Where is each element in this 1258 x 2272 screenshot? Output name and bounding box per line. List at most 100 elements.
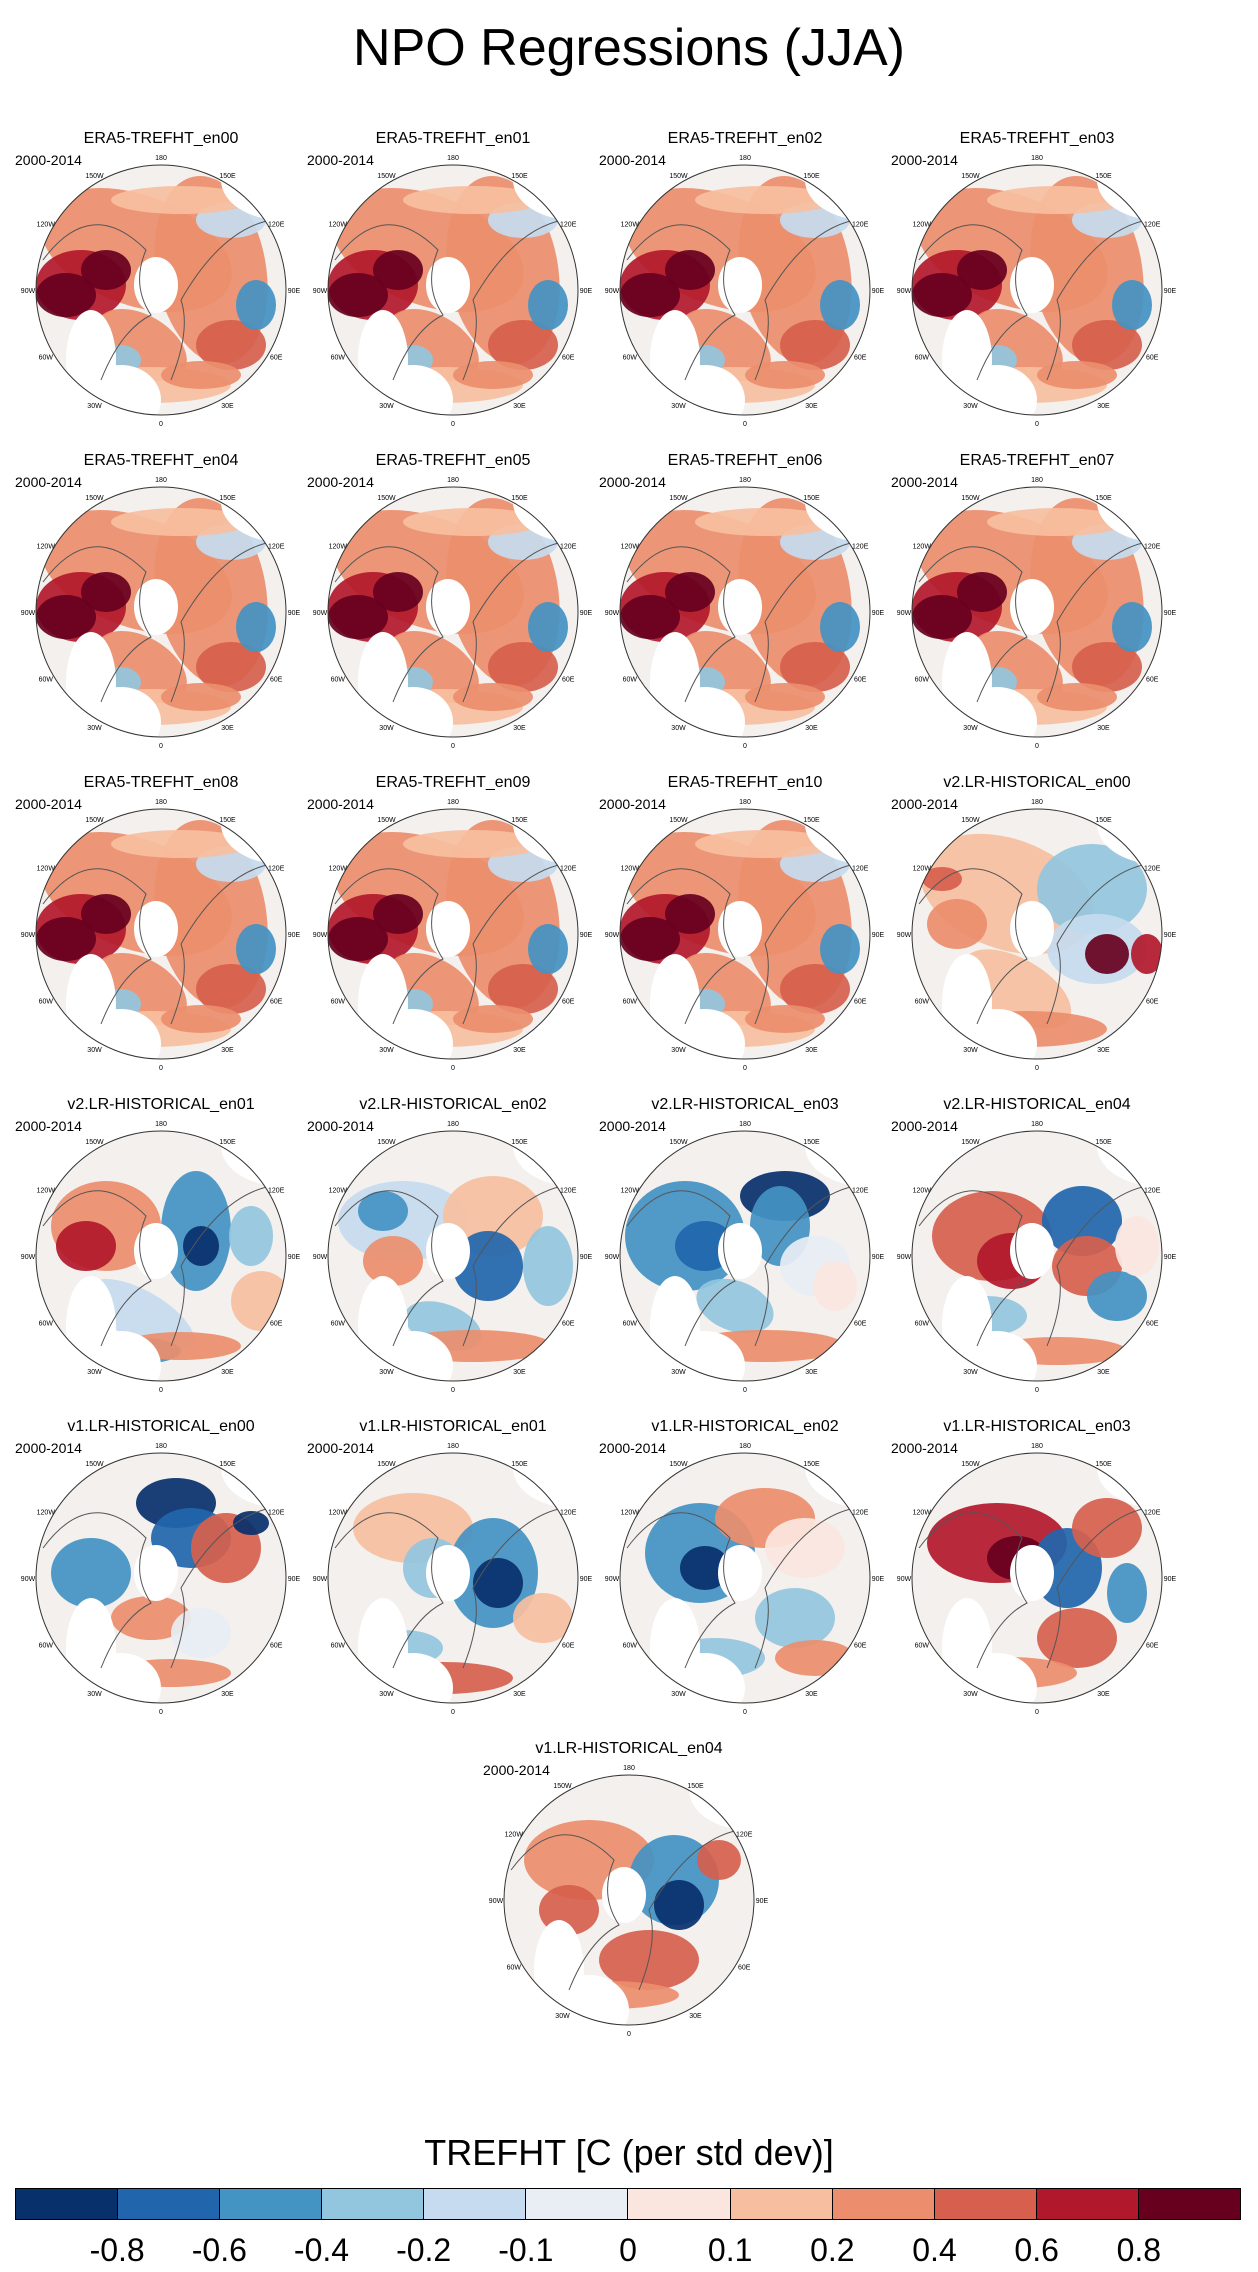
longitude-label: 90W — [605, 1576, 620, 1583]
longitude-label: 120E — [560, 866, 577, 873]
polar-map: 180 150E 120E 90E 60E 30E 0 30W 60W 90W 120W 150W — [21, 1121, 301, 1394]
anomaly-region — [780, 320, 850, 370]
polar-map: 180 150E 120E 90E 60E 30E 0 30W 60W 90W 120W 150W — [21, 155, 301, 428]
anomaly-region — [196, 320, 266, 370]
longitude-label: 60E — [562, 999, 575, 1006]
map-boundary — [35, 1130, 287, 1382]
colorbar-title: TREFHT [C (per std dev)] — [424, 2132, 834, 2173]
panel-period: 2000-2014 — [307, 152, 374, 168]
map-boundary — [327, 1130, 579, 1382]
ocean-area — [650, 1276, 700, 1376]
map-panel: ERA5-TREFHT_en10 180 150E 120E 90E 60E 30E 0 30W… — [599, 774, 891, 1074]
longitude-label: 120W — [621, 544, 640, 551]
longitude-label: 90E — [1164, 1254, 1177, 1261]
anomaly-region — [780, 642, 850, 692]
longitude-label: 0 — [451, 743, 455, 750]
longitude-label: 150W — [377, 173, 396, 180]
ocean-area — [426, 1545, 470, 1601]
map-panel: ERA5-TREFHT_en08 180 150E 120E 90E 60E 30E 0 30W… — [15, 774, 307, 1074]
longitude-label: 150W — [961, 1461, 980, 1468]
longitude-label: 0 — [451, 1387, 455, 1394]
polar-map: 180 150E 120E 90E 60E 30E 0 30W 60W 90W 120W 150W — [605, 155, 885, 428]
longitude-label: 150E — [511, 173, 528, 180]
longitude-label: 0 — [1035, 421, 1039, 428]
panel-title: ERA5-TREFHT_en05 — [375, 452, 531, 469]
longitude-label: 150E — [219, 173, 236, 180]
ocean-area — [134, 257, 178, 313]
anomaly-region — [403, 508, 543, 536]
ocean-area — [718, 1545, 762, 1601]
longitude-label: 0 — [743, 1387, 747, 1394]
longitude-label: 0 — [159, 1387, 163, 1394]
longitude-label: 90W — [21, 288, 36, 295]
ocean-area — [718, 257, 762, 313]
anomaly-region — [1072, 1498, 1142, 1558]
longitude-label: 120E — [1144, 544, 1161, 551]
anomaly-region — [696, 1278, 774, 1334]
map-panel: v2.LR-HISTORICAL_en03 180 150E 120E 90E 60E 30… — [599, 1096, 891, 1396]
longitude-label: 150W — [377, 495, 396, 502]
longitude-label: 120W — [329, 866, 348, 873]
anomaly-region — [665, 250, 715, 290]
panel-period: 2000-2014 — [15, 474, 82, 490]
longitude-label: 180 — [155, 155, 167, 162]
anomaly-region — [813, 1261, 857, 1311]
anomaly-region — [680, 1546, 730, 1590]
longitude-label: 30W — [555, 2013, 570, 2020]
longitude-label: 150E — [219, 1461, 236, 1468]
colorbar-swatch — [118, 2189, 221, 2219]
map-boundary — [619, 164, 871, 416]
coastline — [626, 1185, 856, 1347]
longitude-label: 60E — [1146, 1643, 1159, 1650]
anomaly-region — [236, 602, 276, 652]
longitude-label: 90W — [313, 932, 328, 939]
anomaly-region — [161, 1005, 241, 1033]
anomaly-region — [403, 830, 543, 858]
longitude-label: 60E — [270, 1643, 283, 1650]
longitude-label: 120W — [913, 866, 932, 873]
longitude-label: 0 — [743, 421, 747, 428]
anomaly-region — [957, 250, 1007, 290]
anomaly-region — [1037, 361, 1117, 389]
anomaly-region — [665, 894, 715, 934]
polar-map: 180 150E 120E 90E 60E 30E 0 30W 60W 90W 120W 150W — [897, 1443, 1177, 1716]
longitude-label: 90E — [288, 1254, 301, 1261]
anomaly-region — [987, 186, 1127, 214]
longitude-label: 120W — [37, 1188, 56, 1195]
longitude-label: 120W — [37, 544, 56, 551]
anomaly-region — [1042, 1186, 1122, 1256]
longitude-label: 150W — [669, 173, 688, 180]
longitude-label: 30E — [513, 403, 526, 410]
longitude-label: 150E — [687, 1783, 704, 1790]
longitude-label: 60W — [331, 1643, 346, 1650]
longitude-label: 90W — [21, 610, 36, 617]
panel-title: v1.LR-HISTORICAL_en01 — [359, 1418, 547, 1435]
ocean-area — [134, 579, 178, 635]
longitude-label: 120E — [268, 866, 285, 873]
anomaly-region — [453, 1005, 533, 1033]
figure-title: NPO Regressions (JJA) — [353, 19, 905, 77]
longitude-label: 90E — [1164, 1576, 1177, 1583]
anomaly-region — [373, 572, 423, 612]
coastline — [918, 219, 1148, 381]
longitude-label: 120E — [268, 544, 285, 551]
map-boundary — [327, 486, 579, 738]
anomaly-region — [111, 1596, 191, 1640]
panel-title: v2.LR-HISTORICAL_en00 — [943, 774, 1131, 791]
map-panel: ERA5-TREFHT_en03 180 150E 120E 90E 60E 30E 0 30W… — [891, 130, 1183, 430]
polar-map: 180 150E 120E 90E 60E 30E 0 30W 60W 90W 120W 150W — [605, 1121, 885, 1394]
panel-title: ERA5-TREFHT_en10 — [667, 774, 823, 791]
longitude-label: 120W — [329, 1510, 348, 1517]
longitude-label: 0 — [1035, 1065, 1039, 1072]
map-boundary — [503, 1774, 755, 2026]
longitude-label: 60E — [1146, 677, 1159, 684]
polar-map: 180 150E 120E 90E 60E 30E 0 30W 60W 90W 120W 150W — [21, 799, 301, 1072]
longitude-label: 30E — [221, 725, 234, 732]
anomaly-region — [780, 964, 850, 1014]
polar-map: 180 150E 120E 90E 60E 30E 0 30W 60W 90W 120W 150W — [605, 799, 885, 1072]
ocean-area — [66, 310, 116, 410]
longitude-label: 30E — [221, 1691, 234, 1698]
longitude-label: 60W — [623, 1643, 638, 1650]
colorbar-swatch — [1138, 2189, 1240, 2219]
longitude-label: 180 — [739, 477, 751, 484]
